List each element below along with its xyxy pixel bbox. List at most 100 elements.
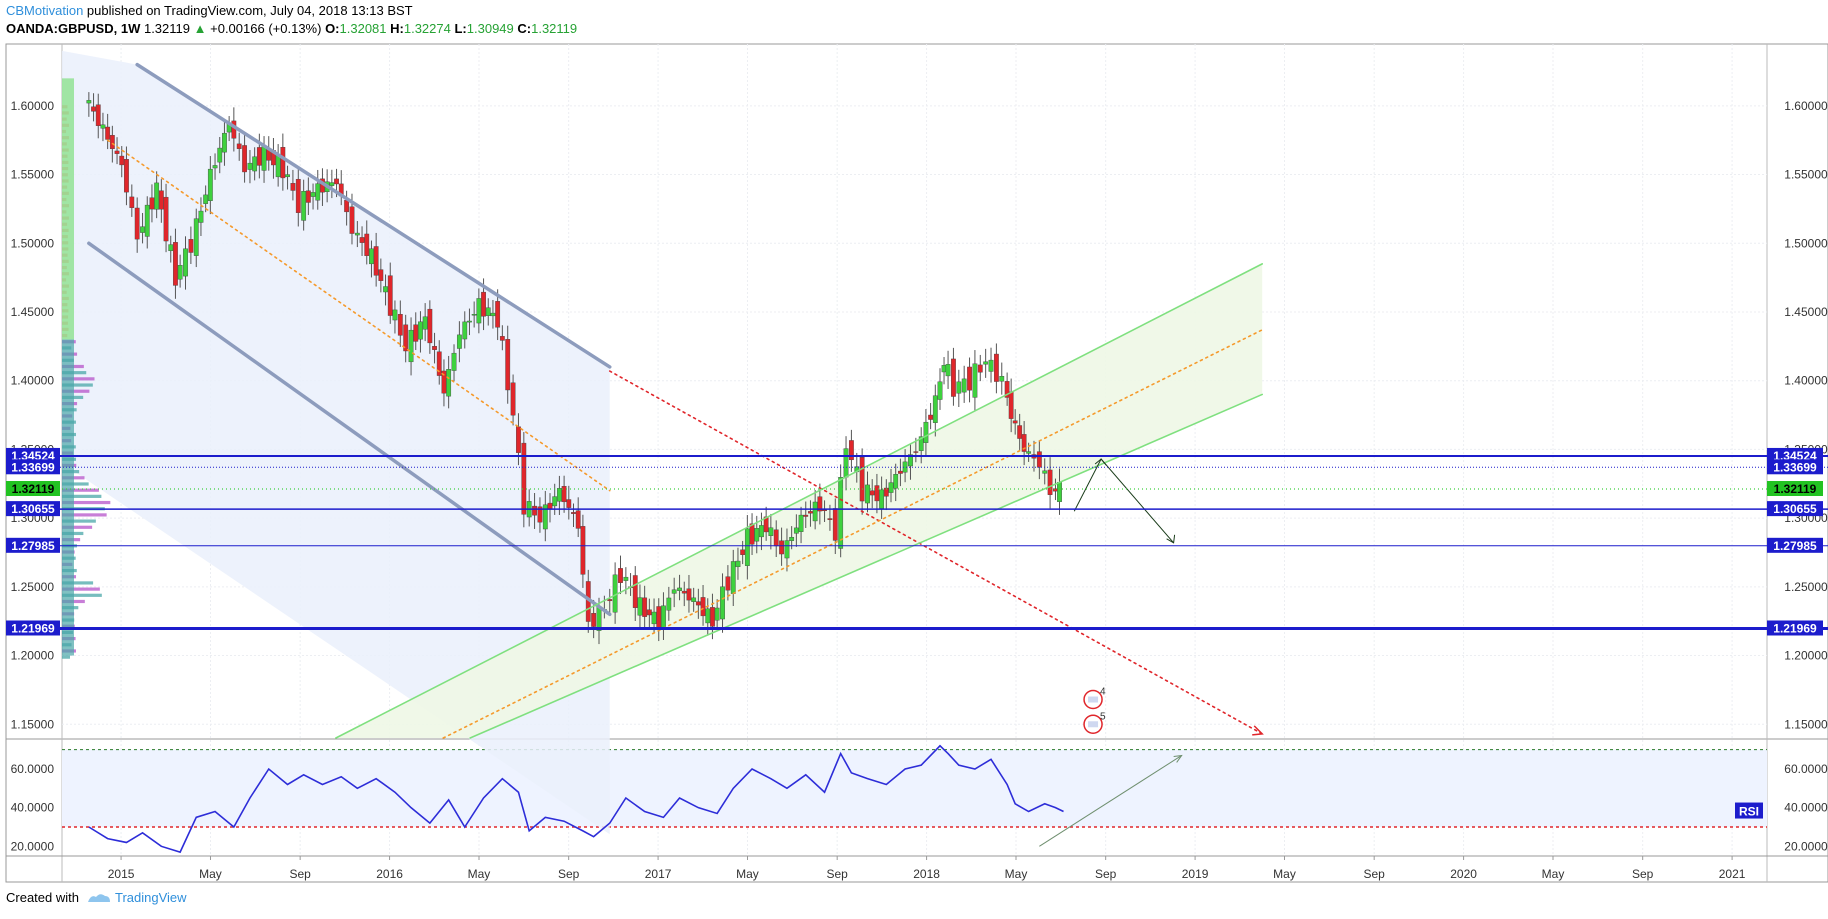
candle-body-89 (521, 442, 527, 515)
candle-body-32 (242, 145, 247, 173)
candle-body-174 (941, 365, 947, 373)
volume-profile-bar-21 (62, 525, 93, 529)
candle-body-9 (129, 196, 135, 208)
level-label-left-4: 1.27985 (11, 539, 55, 553)
candle-body-91 (532, 505, 537, 516)
symbol-label[interactable]: OANDA:GBPUSD, 1W (6, 21, 141, 36)
volume-profile-bar-26 (62, 494, 102, 498)
candle-body-35 (256, 147, 262, 166)
rsi-y-label-left-0: 20.0000 (11, 839, 55, 853)
chart-header: CBMotivation published on TradingView.co… (6, 2, 1406, 38)
candle-body-114 (646, 609, 652, 616)
candle-body-3 (100, 124, 106, 129)
publish-info: published on TradingView.com, July 04, 2… (83, 3, 413, 18)
volume-profile-bar-43 (62, 389, 90, 393)
candle-body-40 (280, 147, 286, 179)
rsi-line (88, 744, 1064, 854)
candle-body-84 (495, 301, 501, 328)
candle-body-170 (923, 421, 929, 443)
candle-body-128 (714, 607, 720, 621)
y-label-left-1: 1.20000 (11, 649, 55, 663)
candle-body-136 (754, 528, 760, 542)
candle-body-31 (236, 143, 242, 149)
candle-body-179 (967, 366, 972, 391)
level-badge-left-1 (6, 459, 60, 475)
y-label-left-7: 1.50000 (11, 236, 55, 250)
y-label-left-5: 1.40000 (11, 374, 55, 388)
candle-body-95 (552, 496, 558, 507)
tradingview-logo-icon (87, 893, 110, 902)
candle-body-54 (349, 206, 355, 234)
candle-body-92 (537, 506, 543, 523)
level-badge-right-4 (1767, 537, 1823, 553)
candle-body-68 (418, 321, 423, 340)
candle-body-168 (913, 451, 919, 453)
candle-body-155 (849, 440, 854, 461)
candle-body-182 (983, 361, 989, 365)
candle-body-76 (456, 334, 462, 349)
candle-body-169 (918, 436, 924, 451)
candle-body-141 (779, 540, 784, 555)
x-tick-label-10: May (1005, 867, 1028, 881)
candle-body-116 (656, 606, 662, 629)
candle-body-27 (217, 147, 223, 163)
candle-body-14 (154, 182, 160, 210)
trendline-up-channel-upper (335, 263, 1264, 739)
author-link[interactable]: CBMotivation (6, 3, 84, 18)
candle-body-180 (972, 363, 978, 398)
volume-profile-bar-22 (62, 519, 96, 523)
publish-line: CBMotivation published on TradingView.co… (6, 2, 1406, 20)
rsi-y-label-left-1: 40.0000 (11, 801, 55, 815)
candle-body-10 (134, 207, 140, 240)
candle-body-17 (168, 244, 174, 252)
candle-body-45 (305, 190, 311, 203)
y-label-left-0: 1.15000 (11, 717, 55, 731)
y-label-right-2: 1.25000 (1784, 580, 1828, 594)
candle-body-157 (859, 457, 865, 502)
projection-arrowhead (1166, 534, 1176, 544)
candle-body-22 (193, 218, 199, 256)
level-badge-right-3 (1767, 501, 1823, 517)
trendline-up-channel-mid (442, 329, 1264, 739)
x-tick-label-2: Sep (289, 867, 311, 881)
candle-body-25 (207, 168, 213, 201)
x-tick-label-18: 2021 (1719, 867, 1746, 881)
x-tick-label-7: May (736, 867, 759, 881)
candle-body-130 (725, 576, 731, 591)
level-label-right-4: 1.27985 (1773, 539, 1817, 553)
candle-body-8 (124, 159, 129, 193)
y-label-right-6: 1.45000 (1784, 305, 1828, 319)
x-tick-label-8: Sep (826, 867, 848, 881)
candle-body-122 (686, 588, 692, 601)
candle-body-175 (945, 364, 951, 377)
volume-profile-bar-10 (62, 593, 102, 597)
x-tick-label-12: 2019 (1182, 867, 1209, 881)
y-label-right-0: 1.15000 (1784, 717, 1828, 731)
candle-body-18 (173, 242, 178, 286)
level-label-right-1: 1.33699 (1773, 460, 1817, 474)
candle-body-177 (956, 381, 962, 394)
candle-body-50 (329, 182, 335, 187)
y-label-left-9: 1.60000 (11, 99, 55, 113)
candle-body-65 (403, 324, 409, 352)
candle-body-42 (290, 183, 296, 191)
candle-body-131 (730, 561, 736, 594)
candle-body-71 (432, 346, 437, 350)
x-tick-label-6: 2017 (645, 867, 672, 881)
candle-body-147 (808, 511, 813, 514)
level-badge-right-1 (1767, 459, 1823, 475)
volume-profile-bar-28 (62, 482, 89, 486)
candle-body-60 (378, 269, 384, 281)
price-change: +0.00166 (+0.13%) (210, 21, 322, 36)
volume-profile-bar-27 (62, 488, 99, 492)
candle-body-112 (637, 597, 643, 616)
candle-body-15 (158, 190, 164, 210)
tradingview-link[interactable]: TradingView (87, 890, 187, 905)
candle-body-117 (661, 605, 666, 628)
level-badge-left-0 (6, 447, 60, 463)
candle-body-123 (691, 597, 697, 602)
candle-body-152 (832, 508, 838, 541)
candle-body-158 (865, 484, 870, 504)
candle-body-171 (928, 414, 934, 420)
